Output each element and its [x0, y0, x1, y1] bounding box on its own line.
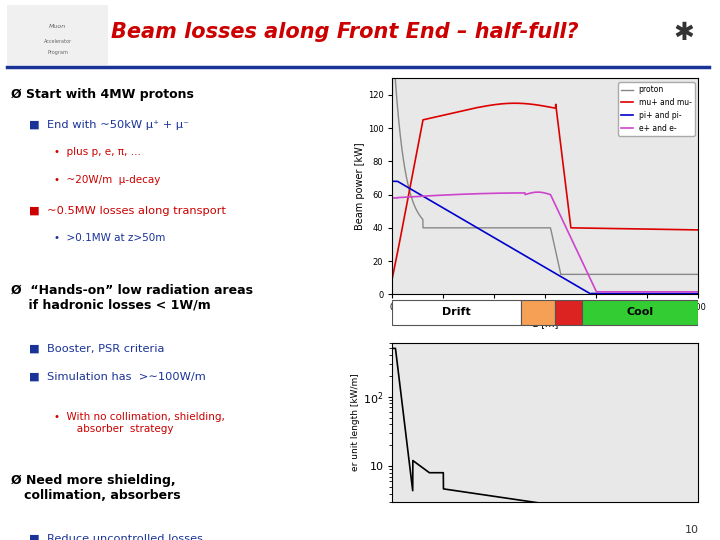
pi+ and pi- — [694, 290, 703, 296]
proton — [685, 271, 694, 278]
Text: •  plus p, e, π, …: • plus p, e, π, … — [54, 147, 141, 157]
Text: ■  End with ~50kW μ⁺ + μ⁻: ■ End with ~50kW μ⁺ + μ⁻ — [29, 120, 189, 130]
Line: pi+ and pi-: pi+ and pi- — [392, 181, 698, 294]
mu+ and mu- — [537, 103, 546, 109]
pi+ and pi- — [388, 178, 397, 185]
proton — [629, 271, 638, 278]
Text: Drift: Drift — [442, 307, 471, 317]
Text: Ø  “Hands-on” low radiation areas
    if hadronic losses < 1W/m: Ø “Hands-on” low radiation areas if hadr… — [11, 284, 253, 312]
mu+ and mu- — [529, 101, 538, 107]
Bar — [521, 300, 554, 325]
Text: Muon: Muon — [49, 24, 66, 29]
Text: •  With no collimation, shielding,
       absorber  strategy: • With no collimation, shielding, absorb… — [54, 412, 225, 434]
Text: Ø Start with 4MW protons: Ø Start with 4MW protons — [11, 89, 194, 102]
proton — [529, 225, 538, 231]
Text: ■  ~0.5MW losses along transport: ■ ~0.5MW losses along transport — [29, 206, 226, 217]
pi+ and pi- — [685, 290, 694, 296]
Bar — [392, 300, 521, 325]
e+ and e- — [629, 288, 638, 295]
e+ and e- — [537, 189, 546, 195]
Line: proton: proton — [392, 35, 698, 274]
Text: Accelerator: Accelerator — [43, 38, 72, 44]
proton — [388, 31, 397, 38]
e+ and e- — [685, 288, 694, 295]
Legend: proton, mu+ and mu-, pi+ and pi-, e+ and e-: proton, mu+ and mu-, pi+ and pi-, e+ and… — [618, 82, 695, 136]
Line: e+ and e-: e+ and e- — [392, 192, 698, 292]
e+ and e- — [694, 288, 703, 295]
proton — [537, 225, 546, 231]
proton — [388, 92, 397, 98]
Y-axis label: Beam power [kW]: Beam power [kW] — [355, 143, 365, 230]
e+ and e- — [685, 288, 694, 295]
mu+ and mu- — [510, 100, 519, 106]
Text: ✱: ✱ — [674, 21, 695, 45]
mu+ and mu- — [685, 227, 694, 233]
pi+ and pi- — [528, 257, 537, 264]
mu+ and mu- — [685, 227, 694, 233]
proton — [694, 271, 703, 278]
pi+ and pi- — [404, 184, 413, 191]
e+ and e- — [592, 288, 600, 295]
pi+ and pi- — [685, 290, 694, 296]
pi+ and pi- — [537, 262, 546, 268]
Bar — [554, 300, 582, 325]
mu+ and mu- — [694, 227, 703, 233]
Text: Cool: Cool — [626, 307, 654, 317]
mu+ and mu- — [629, 226, 638, 232]
Line: mu+ and mu-: mu+ and mu- — [392, 103, 698, 278]
e+ and e- — [404, 194, 413, 200]
Text: ■  Booster, PSR criteria: ■ Booster, PSR criteria — [29, 344, 164, 354]
proton — [404, 182, 413, 188]
Text: $\mu$: $\mu$ — [629, 19, 649, 47]
X-axis label: z [m]: z [m] — [533, 318, 558, 328]
Text: •  ~20W/m  μ-decay: • ~20W/m μ-decay — [54, 174, 161, 185]
mu+ and mu- — [404, 195, 413, 201]
pi+ and pi- — [587, 291, 595, 298]
mu+ and mu- — [388, 274, 397, 281]
proton — [685, 271, 694, 278]
pi+ and pi- — [629, 290, 638, 296]
Text: ■  Simulation has  >∼100W/m: ■ Simulation has >∼100W/m — [29, 371, 205, 381]
e+ and e- — [534, 189, 542, 195]
e+ and e- — [528, 190, 537, 196]
proton — [557, 271, 565, 278]
e+ and e- — [388, 195, 397, 201]
Text: Beam losses along Front End – half-full?: Beam losses along Front End – half-full? — [111, 22, 579, 42]
Bar — [582, 300, 698, 325]
Y-axis label: er unit length [kW/m]: er unit length [kW/m] — [351, 374, 360, 471]
Text: ■  Reduce uncontrolled losses: ■ Reduce uncontrolled losses — [29, 534, 203, 540]
Text: Program: Program — [48, 50, 68, 56]
Text: 10: 10 — [685, 524, 698, 535]
Text: Ø Need more shielding,
   collimation, absorbers: Ø Need more shielding, collimation, abso… — [11, 474, 181, 502]
Text: •  >0.1MW at z>50m: • >0.1MW at z>50m — [54, 233, 166, 244]
